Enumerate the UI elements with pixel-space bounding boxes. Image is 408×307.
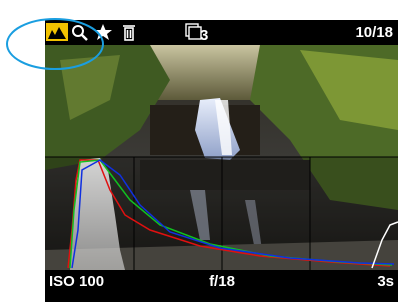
iso-value: ISO 100 (49, 273, 104, 290)
aperture-value: f/18 (209, 273, 235, 290)
camera-screen: 3 10/18 ISO 100 f/18 3s (0, 0, 408, 307)
shutter-value: 3s (377, 273, 394, 290)
image-counter: 10/18 (355, 24, 393, 41)
histogram (45, 157, 398, 270)
folder-number: 3 (200, 27, 208, 44)
